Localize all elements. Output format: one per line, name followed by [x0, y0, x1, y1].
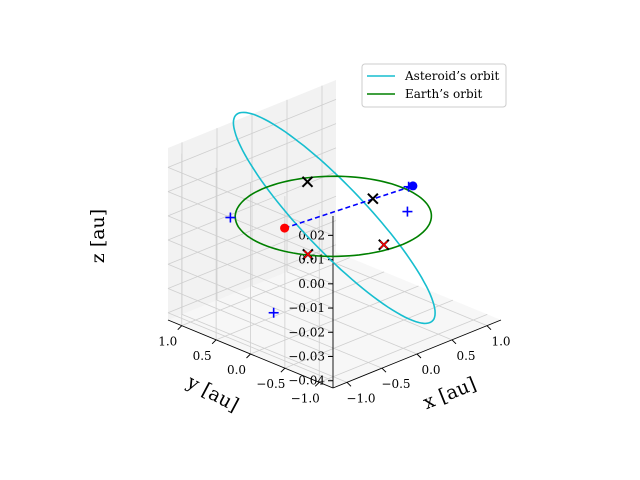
x-tick-mark: [451, 339, 457, 345]
plus-marker: [402, 206, 413, 217]
cross-marker: [301, 176, 314, 188]
legend: Asteroid’s orbit Earth’s orbit: [361, 63, 507, 108]
z-tick-label: −0.02: [288, 325, 325, 339]
grid-z-left: [167, 288, 334, 357]
z-axis-label: z [au]: [87, 209, 109, 263]
x-tick-mark: [381, 367, 387, 373]
x-tick-label: 0.5: [456, 349, 475, 363]
legend-frame: [361, 63, 507, 108]
z-tick-label: 0.02: [298, 228, 325, 242]
y-tick-mark: [246, 353, 251, 359]
earth-orbit-line: [234, 175, 433, 258]
z-tick-label: −0.01: [288, 301, 325, 315]
plus-marker: [268, 307, 279, 318]
position-dot: [280, 223, 290, 233]
grid-z-left: [167, 239, 334, 309]
legend-label-asteroid: Asteroid’s orbit: [404, 69, 499, 83]
grid-z-right: [167, 195, 337, 265]
axis-panes: [168, 80, 501, 388]
connection-segment: [284, 185, 414, 229]
x-tick-label: −0.5: [381, 377, 410, 391]
grid-z-right: [167, 244, 337, 314]
cross-marker: [379, 240, 388, 249]
point-markers: [225, 176, 418, 318]
y-tick-label: −0.5: [256, 377, 285, 391]
grid-z-left: [167, 191, 334, 260]
grid-y-floor: [284, 299, 454, 369]
plus-marker: [225, 212, 236, 223]
axis-lines: [167, 216, 502, 389]
y-tick-mark: [314, 381, 320, 387]
z-tick-label: −0.04: [288, 374, 325, 388]
cross-marker-b: [367, 192, 379, 205]
x-tick-mark: [486, 325, 492, 331]
y-tick-mark: [280, 367, 286, 373]
grid-y-floor: [181, 257, 350, 327]
x-tick-mark: [346, 381, 352, 387]
grid-z-right: [167, 147, 337, 217]
grid-z-left: [167, 263, 334, 333]
y-tick-label: 0.5: [193, 349, 212, 363]
z-tick-label: −0.03: [288, 350, 325, 364]
grid-lines: [167, 85, 488, 383]
x-axis-label: x [au]: [420, 373, 479, 414]
grid-z-right: [167, 123, 337, 192]
cross-marker: [367, 192, 379, 205]
y-tick-label: −1.0: [291, 391, 320, 405]
grid-z-left: [167, 167, 334, 236]
legend-label-earth: Earth’s orbit: [405, 87, 482, 101]
z-tick-label: 0.00: [298, 277, 325, 291]
cross-marker: [303, 250, 312, 259]
y-tick-mark: [211, 339, 217, 345]
y-tick-label: 1.0: [158, 335, 177, 349]
grid-z-left: [167, 215, 334, 285]
grid-z-right: [167, 99, 337, 168]
y-tick-label: 0.0: [227, 363, 246, 377]
grid-y-floor: [319, 313, 488, 383]
grid-z-left: [167, 312, 334, 382]
grid-y-floor: [250, 285, 419, 355]
orbit-series: [232, 111, 436, 325]
y-axis-label: y [au]: [182, 371, 242, 417]
position-dot: [408, 181, 418, 191]
x-tick-label: −1.0: [346, 391, 375, 405]
x-tick-label: 1.0: [491, 335, 510, 349]
x-tick-mark: [416, 353, 422, 359]
plus-marker: [403, 181, 414, 192]
cross-marker-b: [379, 240, 388, 249]
y-tick-mark: [177, 325, 183, 331]
asteroid-orbit-line: [232, 111, 436, 325]
cross-marker-b: [303, 250, 312, 259]
grid-z-right: [167, 220, 337, 289]
x-tick-label: 0.0: [421, 363, 440, 377]
cross-marker-b: [301, 176, 314, 188]
